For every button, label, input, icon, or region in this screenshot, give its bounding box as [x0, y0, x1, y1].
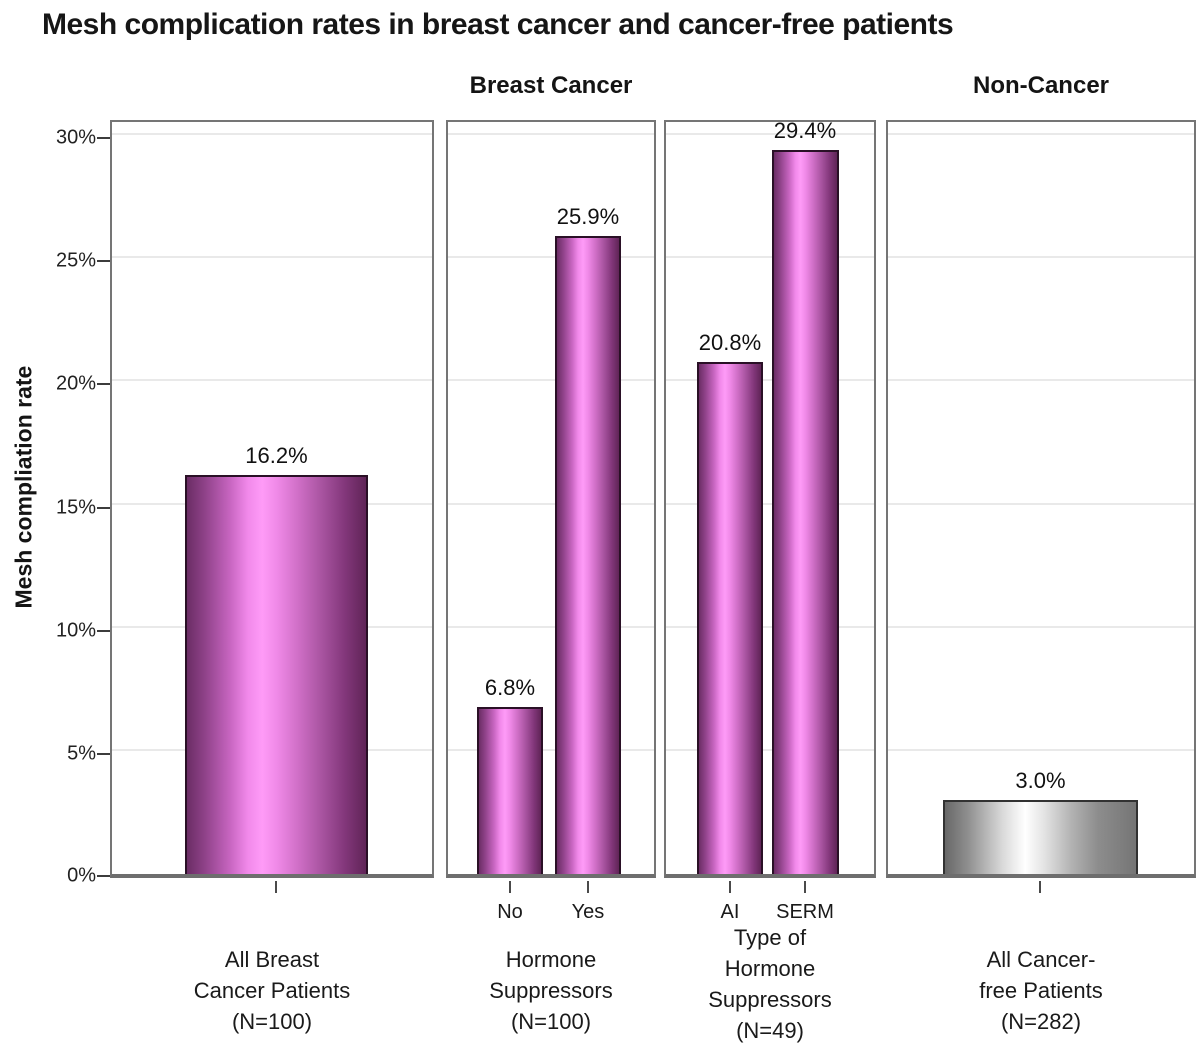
axis-label-line: (N=49) [736, 1018, 804, 1043]
gridline-30pct [448, 133, 654, 136]
axis-label-line: (N=100) [510, 1009, 592, 1034]
bar-value-label: 16.2% [245, 443, 308, 468]
axis-label-line: Hormone [724, 956, 816, 981]
group-header-non-cancer: Non-Cancer [972, 72, 1110, 99]
gridline-10pct [888, 625, 1194, 628]
axis-label-line: (N=100) [231, 1009, 313, 1034]
bar-value-label: 6.8% [484, 674, 536, 700]
axis-label-hormone-suppressors: Hormone Suppressors (N=100) [421, 944, 681, 1037]
gridline-25pct [888, 256, 1194, 259]
ytick-5: 5% [67, 742, 96, 765]
gridline-30pct [666, 133, 874, 136]
ytick-20: 20% [55, 372, 96, 395]
gridline-10pct [666, 625, 874, 628]
axis-label-all-cancer-free: All Cancer- free Patients (N=282) [911, 944, 1171, 1037]
ytick-0: 0% [67, 864, 96, 887]
bar-type-ai [697, 361, 763, 874]
x-tick [1039, 881, 1041, 893]
gridline-25pct [666, 256, 874, 259]
ytick-30: 30% [55, 126, 96, 149]
ytick-dash [97, 383, 110, 385]
x-tick [804, 881, 806, 893]
x-tick [729, 881, 731, 893]
ytick-dash [97, 507, 110, 509]
axis-label-line: (N=282) [1000, 1009, 1082, 1034]
bar-value-label: 29.4% [773, 117, 837, 143]
ytick-15: 15% [55, 496, 96, 519]
axis-label-line: All Cancer- [986, 947, 1096, 972]
gridline-20pct [666, 379, 874, 382]
bar-hormone-suppressors-no [477, 706, 543, 874]
bar-value-label: 3.0% [1015, 768, 1066, 794]
axis-label-type-of-hormone-suppressors: Type of Hormone Suppressors (N=49) [640, 922, 900, 1044]
bar-all-breast-cancer [185, 475, 368, 874]
category-label-ai: AI [720, 901, 740, 923]
gridline-5pct [888, 748, 1194, 751]
panel-type-of-hormone-suppressors: 20.8% 29.4% [664, 117, 876, 878]
x-tick [587, 881, 589, 893]
panel-hormone-suppressors: 6.8% 25.9% [446, 120, 656, 878]
axis-label-all-breast-cancer: All Breast Cancer Patients (N=100) [142, 944, 402, 1037]
axis-label-line: Type of [733, 925, 807, 950]
gridline-20pct [112, 379, 432, 382]
gridline-20pct [448, 379, 654, 382]
axis-label-line: Suppressors [708, 987, 832, 1012]
gridline-15pct [888, 502, 1194, 505]
axis-label-line: Cancer Patients [193, 978, 351, 1003]
ytick-25: 25% [55, 249, 96, 272]
ytick-dash [97, 137, 110, 139]
ytick-dash [97, 875, 110, 877]
axis-label-line: Suppressors [489, 978, 613, 1003]
gridline-30pct [888, 133, 1194, 136]
gridline-15pct [448, 502, 654, 505]
chart-title: Mesh complication rates in breast cancer… [42, 8, 954, 41]
bar-hormone-suppressors-yes [555, 236, 621, 874]
gridline-30pct [112, 133, 432, 136]
ytick-dash [97, 630, 110, 632]
gridline-20pct [888, 379, 1194, 382]
ytick-dash [97, 753, 110, 755]
gridline-10pct [448, 625, 654, 628]
gridline-15pct [666, 502, 874, 505]
category-label-yes: Yes [571, 901, 605, 923]
bar-type-serm [772, 149, 839, 874]
gridline-25pct [448, 256, 654, 259]
gridline-5pct [666, 748, 874, 751]
axis-label-line: All Breast [224, 947, 320, 972]
category-label-no: No [497, 901, 523, 923]
category-label-serm: SERM [776, 901, 834, 923]
ytick-dash [97, 260, 110, 262]
panel-all-cancer-free-patients: 3.0% [886, 120, 1196, 878]
bar-value-label: 20.8% [698, 329, 762, 355]
x-tick [275, 881, 277, 893]
group-header-breast-cancer: Breast Cancer [469, 72, 633, 99]
bar-all-cancer-free [943, 800, 1138, 874]
x-tick [509, 881, 511, 893]
axis-label-line: free Patients [979, 978, 1103, 1003]
axis-label-line: Hormone [505, 947, 597, 972]
panel-all-breast-cancer-patients: 16.2% [110, 120, 434, 878]
gridline-25pct [112, 256, 432, 259]
bar-value-label: 25.9% [556, 204, 620, 230]
gridline-5pct [448, 748, 654, 751]
ytick-10: 10% [55, 619, 96, 642]
